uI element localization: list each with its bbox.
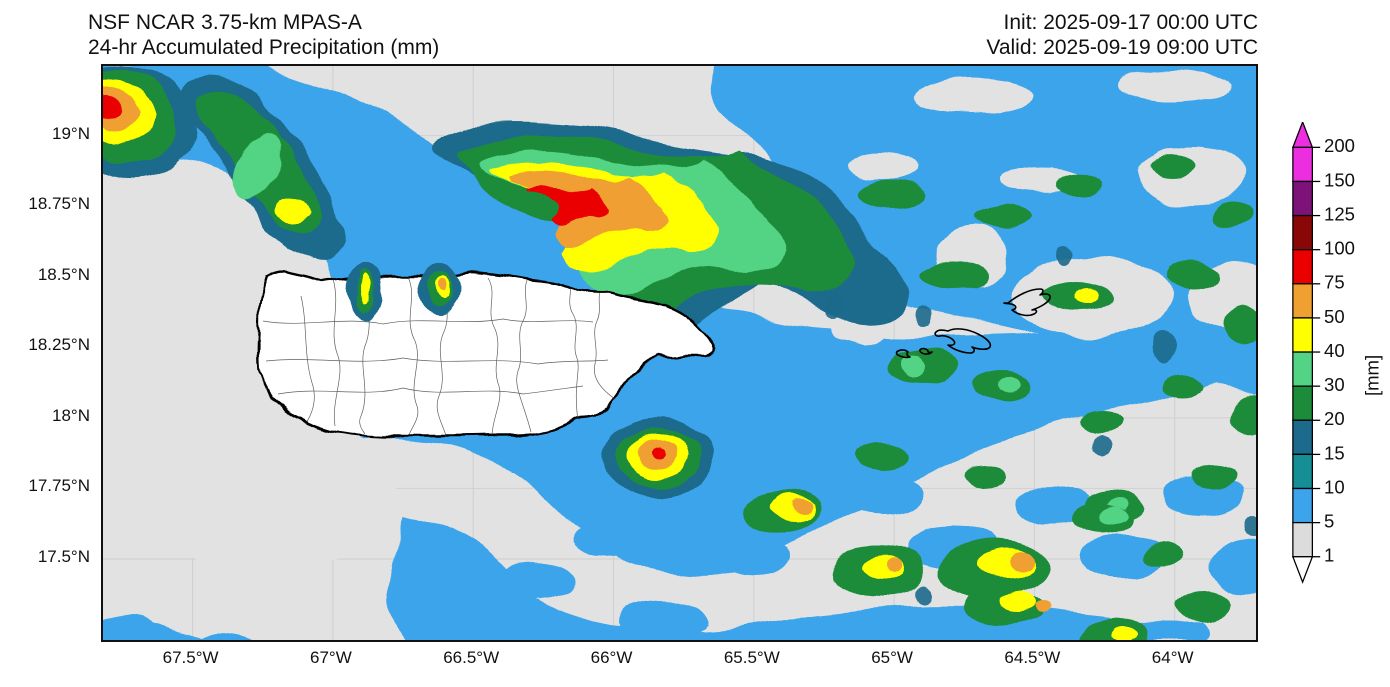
svg-text:10: 10	[1324, 476, 1345, 497]
svg-text:1: 1	[1324, 545, 1334, 566]
svg-text:100: 100	[1324, 238, 1355, 259]
svg-text:150: 150	[1324, 169, 1355, 190]
svg-text:30: 30	[1324, 374, 1345, 395]
svg-text:125: 125	[1324, 203, 1355, 224]
svg-text:20: 20	[1324, 408, 1345, 429]
svg-text:50: 50	[1324, 306, 1345, 327]
svg-text:40: 40	[1324, 340, 1345, 361]
svg-text:15: 15	[1324, 442, 1345, 463]
svg-text:75: 75	[1324, 272, 1345, 293]
svg-text:5: 5	[1324, 510, 1334, 531]
svg-text:200: 200	[1324, 135, 1355, 156]
svg-text:[mm]: [mm]	[1362, 355, 1383, 396]
